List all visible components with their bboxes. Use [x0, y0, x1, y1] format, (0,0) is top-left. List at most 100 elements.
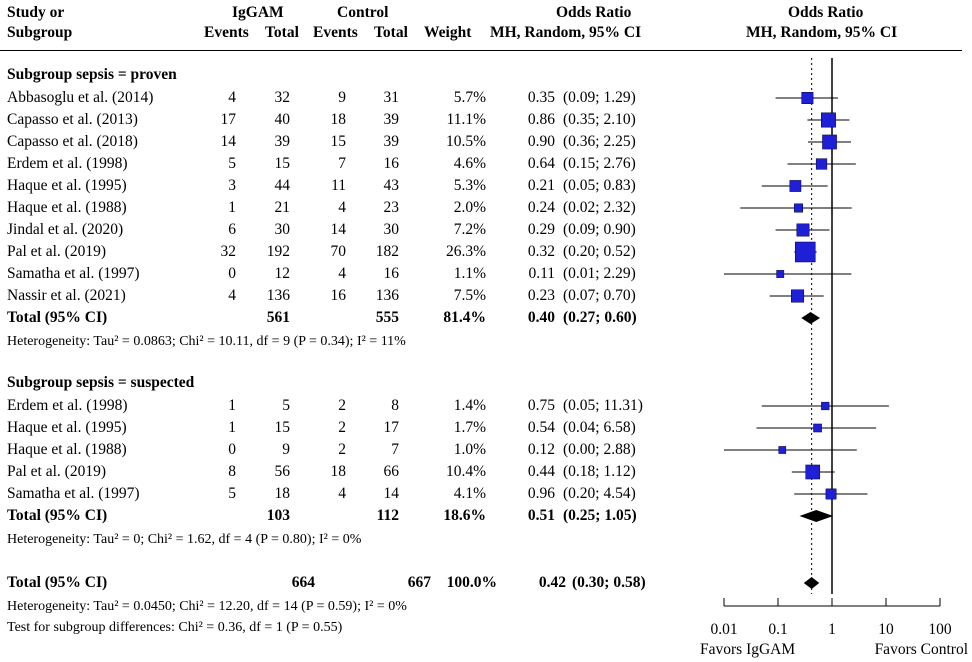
heterogeneity-text: Heterogeneity: Tau² = 0.0863; Chi² = 10.… [7, 334, 406, 349]
events-iggam: 32 [220, 243, 237, 260]
or-value: 0.64 [527, 155, 555, 172]
weight-value: 1.4% [453, 397, 486, 414]
events-control: 2 [338, 397, 346, 414]
events-control: 14 [330, 221, 347, 238]
events-iggam: 4 [228, 89, 236, 106]
header-or-title: Odds Ratio [556, 4, 632, 21]
header-events-iggam: Events [204, 24, 249, 41]
total-control: 8 [391, 397, 399, 414]
or-value: 0.21 [527, 177, 555, 194]
favors-right-label: Favors Control [875, 641, 968, 658]
or-value: 0.32 [527, 243, 555, 260]
events-control: 2 [338, 419, 346, 436]
total-control: 43 [383, 177, 400, 194]
weight-value: 7.2% [453, 221, 486, 238]
or-value: 0.12 [527, 441, 555, 458]
total-control: 39 [383, 133, 400, 150]
weight-value: 5.3% [453, 177, 486, 194]
overall-total-or: 0.42 [538, 574, 566, 591]
total-iggam: 39 [274, 133, 291, 150]
x-axis-tick-label: 100 [928, 621, 952, 638]
study-name: Nassir et al. (2021) [7, 287, 126, 304]
weight-value: 4.6% [453, 155, 486, 172]
header-rule [0, 50, 962, 51]
total-iggam: 56 [274, 463, 291, 480]
study-name: Capasso et al. (2018) [7, 133, 138, 150]
study-effect-box [815, 158, 828, 170]
total-iggam: 12 [274, 265, 291, 282]
total-iggam: 18 [274, 485, 291, 502]
events-control: 16 [330, 287, 347, 304]
events-iggam: 5 [228, 155, 236, 172]
ci-value: (0.35; 2.10) [563, 111, 636, 128]
study-effect-box [791, 289, 805, 303]
total-iggam: 15 [274, 419, 291, 436]
or-value: 0.29 [527, 221, 555, 238]
study-effect-box [794, 203, 803, 213]
subgroup-total-iggam: 561 [266, 309, 290, 326]
events-iggam: 17 [220, 111, 237, 128]
header-study-l2: Subgroup [7, 24, 73, 41]
study-effect-box [822, 134, 837, 150]
ci-value: (0.02; 2.32) [563, 199, 636, 216]
favors-left-label: Favors IgGAM [700, 641, 795, 658]
events-control: 4 [338, 265, 346, 282]
ci-value: (0.18; 1.12) [563, 463, 636, 480]
subgroup-title: Subgroup sepsis = proven [7, 66, 177, 83]
weight-value: 1.7% [453, 419, 486, 436]
study-name: Capasso et al. (2013) [7, 111, 138, 128]
total-control: 31 [383, 89, 400, 106]
header-total-iggam: Total [265, 24, 299, 41]
total-control: 66 [383, 463, 400, 480]
total-iggam: 32 [274, 89, 291, 106]
or-value: 0.24 [527, 199, 555, 216]
study-name: Abbasoglu et al. (2014) [7, 89, 154, 106]
overall-total-label: Total (95% CI) [7, 574, 108, 591]
events-iggam: 6 [228, 221, 236, 238]
overall-diamond [803, 577, 820, 589]
heterogeneity-text: Heterogeneity: Tau² = 0; Chi² = 1.62, df… [7, 532, 362, 547]
total-control: 16 [383, 265, 400, 282]
total-iggam: 9 [282, 441, 290, 458]
events-iggam: 0 [228, 441, 236, 458]
x-axis-tick-label: 0.1 [768, 621, 787, 638]
study-effect-box [789, 180, 802, 192]
events-control: 18 [330, 111, 347, 128]
weight-value: 4.1% [453, 485, 486, 502]
study-name: Samatha et al. (1997) [7, 485, 140, 502]
study-effect-box [796, 223, 810, 237]
ci-value: (0.04; 6.58) [563, 419, 636, 436]
subgroup-title: Subgroup sepsis = suspected [7, 374, 195, 391]
subgroup-test-text: Test for subgroup differences: Chi² = 0.… [7, 620, 343, 635]
or-value: 0.44 [527, 463, 555, 480]
total-control: 17 [383, 419, 400, 436]
subgroup-diamond [801, 312, 821, 324]
header-or-method: MH, Random, 95% CI [490, 24, 642, 41]
events-control: 7 [338, 155, 346, 172]
x-axis-tick-label: 1 [828, 621, 836, 638]
ci-value: (0.07; 0.70) [563, 287, 636, 304]
study-effect-box [805, 464, 821, 480]
overall-total-iggam: 664 [291, 574, 315, 591]
x-axis-tick-label: 10 [878, 621, 894, 638]
events-iggam: 3 [228, 177, 236, 194]
ci-value: (0.20; 4.54) [563, 485, 636, 502]
or-value: 0.90 [527, 133, 555, 150]
study-effect-box [801, 92, 814, 104]
events-iggam: 1 [228, 397, 236, 414]
overall-total-ci: (0.30; 0.58) [572, 574, 646, 591]
total-control: 7 [391, 441, 399, 458]
total-control: 136 [375, 287, 399, 304]
events-control: 4 [338, 199, 346, 216]
events-iggam: 4 [228, 287, 236, 304]
events-iggam: 14 [220, 133, 237, 150]
subgroup-total-weight: 18.6% [443, 507, 486, 524]
header-events-control: Events [313, 24, 358, 41]
study-name: Erdem et al. (1998) [7, 397, 128, 414]
study-effect-box [795, 241, 816, 263]
total-iggam: 15 [274, 155, 291, 172]
study-effect-box [813, 423, 822, 433]
header-total-control: Total [374, 24, 408, 41]
subgroup-total-weight: 81.4% [443, 309, 486, 326]
